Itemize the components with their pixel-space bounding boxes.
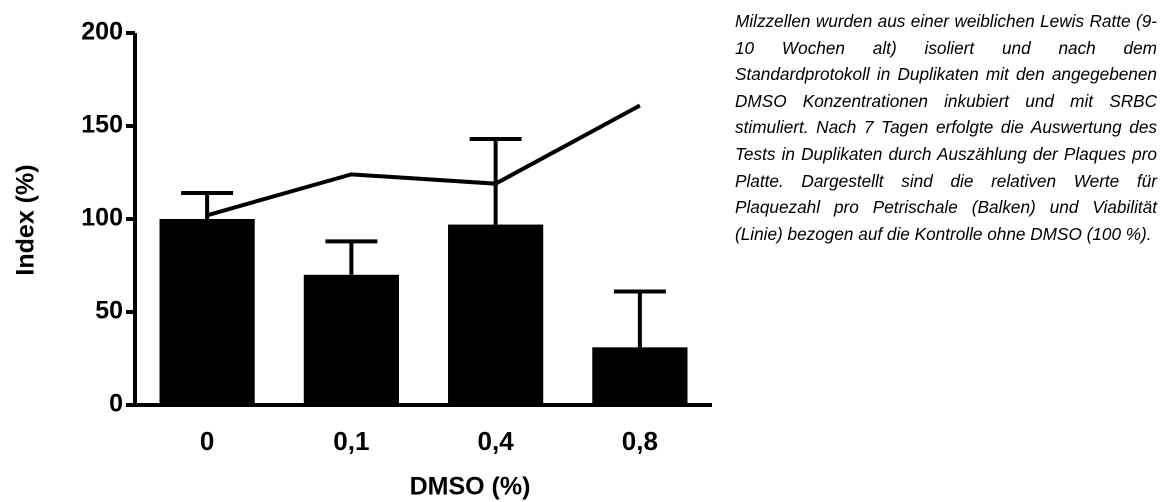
bar xyxy=(159,219,255,405)
x-tick-label: 0,1 xyxy=(333,426,369,456)
y-tick-label: 50 xyxy=(95,297,123,325)
x-tick-label: 0 xyxy=(200,426,214,456)
y-tick-label: 200 xyxy=(81,18,123,46)
error-bar xyxy=(613,289,666,348)
bar xyxy=(448,224,544,405)
error-bar xyxy=(325,239,378,275)
chart: DMSO (%) Index (%) 0 50 100 150 200 0 0,1 0,4 0,… xyxy=(12,18,712,501)
caption: Milzzellen wurden aus einer weiblichen L… xyxy=(735,11,1157,244)
y-tick-label: 150 xyxy=(81,111,123,139)
bar xyxy=(592,347,688,405)
line xyxy=(206,103,641,218)
bar xyxy=(303,274,399,405)
x-tick-label: 0,4 xyxy=(478,426,515,456)
x-tick-label: 0,8 xyxy=(622,426,658,456)
y-tick-label: 100 xyxy=(81,204,123,232)
y-tick-label: 0 xyxy=(109,390,123,418)
y-axis-label: Index (%) xyxy=(12,164,40,275)
x-axis-label: DMSO (%) xyxy=(410,473,531,501)
